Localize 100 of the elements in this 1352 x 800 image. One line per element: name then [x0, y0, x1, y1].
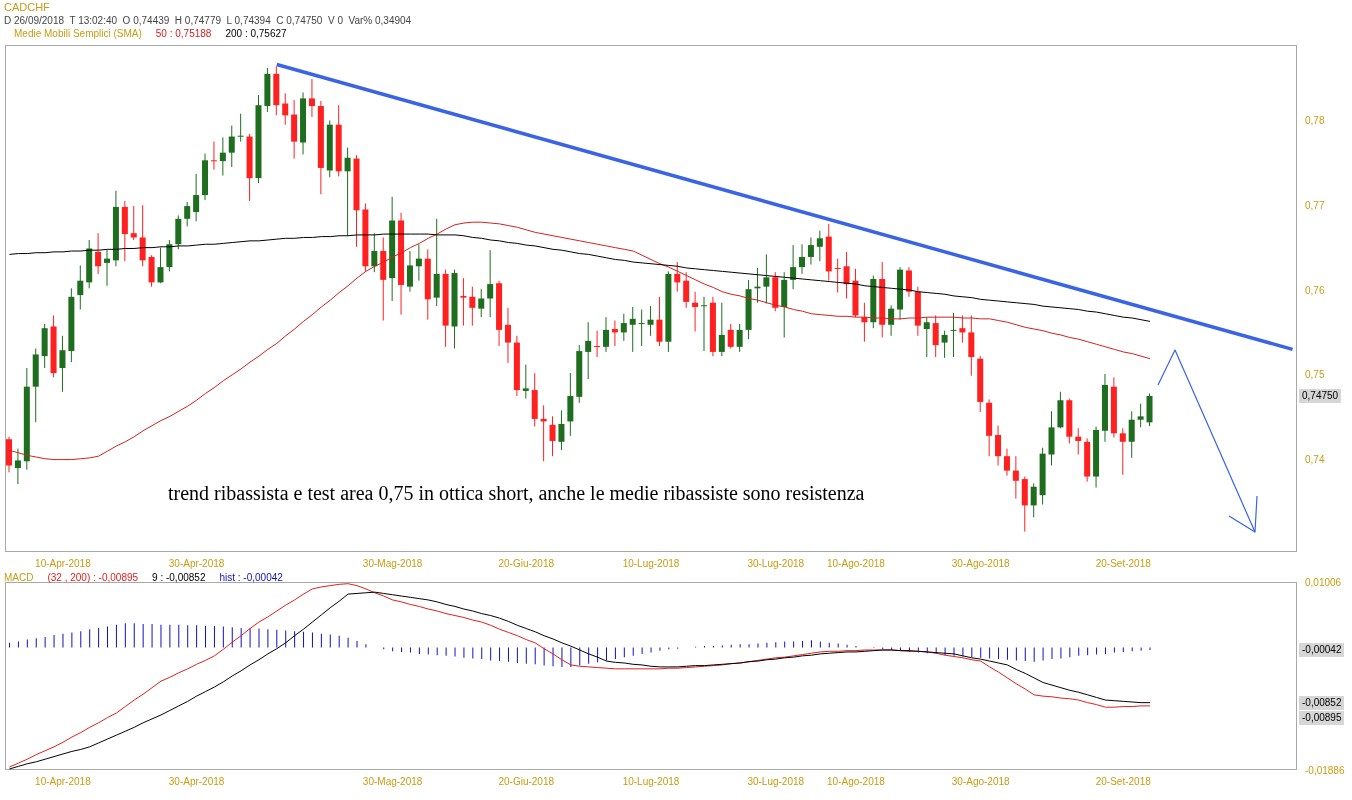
chart-title: MACD	[4, 571, 34, 584]
candlestick	[799, 243, 806, 275]
candlestick	[692, 291, 699, 333]
candlestick	[166, 239, 173, 272]
candlestick	[558, 409, 565, 451]
y-tick-label: -0,01886	[1305, 764, 1345, 776]
candlestick	[522, 364, 529, 400]
x-tick-label: 30-Ago-2018	[951, 776, 1011, 788]
x-tick-label: 30-Mag-2018	[362, 776, 423, 788]
x-tick-label: 20-Giu-2018	[498, 776, 555, 788]
x-tick-label: 20-Giu-2018	[498, 558, 555, 570]
candlestick	[469, 286, 476, 327]
candlestick	[139, 204, 146, 267]
candlestick	[210, 141, 217, 171]
x-tick-label: 30-Lug-2018	[747, 558, 805, 570]
candlestick	[923, 316, 930, 358]
candlestick	[228, 125, 235, 168]
candlestick	[433, 218, 440, 307]
candlestick	[77, 264, 84, 311]
text: -0,00895	[1299, 710, 1345, 725]
candlestick	[14, 448, 21, 485]
candlestick	[406, 250, 413, 293]
y-tick-label: 0,74	[1305, 454, 1325, 466]
text: 200 : 0,75627	[225, 27, 287, 40]
candlestick	[888, 304, 895, 337]
candlestick	[950, 312, 957, 358]
chart-title: CADCHF	[4, 1, 51, 14]
candlestick	[1003, 448, 1010, 477]
candlestick	[674, 261, 681, 293]
candlestick	[478, 288, 485, 318]
candlestick	[460, 277, 467, 327]
candlestick	[647, 305, 654, 337]
annotation: trend ribassista e test area 0,75 in ottica short, anche le medie ribassiste sono resistenza	[168, 482, 865, 505]
x-tick-label: 10-Apr-2018	[35, 558, 92, 570]
candlestick	[932, 314, 939, 358]
x-tick-label: 10-Ago-2018	[827, 776, 886, 788]
candlestick	[1075, 427, 1082, 455]
candlestick	[701, 296, 708, 352]
candlestick	[1128, 410, 1135, 459]
candlestick	[104, 248, 111, 287]
candlestick	[193, 173, 200, 222]
candlestick	[1030, 482, 1037, 518]
candlestick	[344, 147, 351, 237]
candlestick	[620, 313, 627, 342]
y-tick-label: 0,75	[1305, 369, 1325, 381]
candlestick	[95, 232, 102, 275]
x-tick-label: 30-Lug-2018	[747, 776, 805, 788]
candlestick	[219, 136, 226, 177]
candlestick	[594, 330, 601, 358]
x-tick-label: 30-Ago-2018	[951, 558, 1011, 570]
text: -0,00042	[1299, 642, 1345, 657]
candlestick	[237, 113, 244, 143]
candlestick	[1119, 427, 1126, 476]
candlestick	[736, 323, 743, 353]
text: (32 , 200) : -0,00895	[47, 571, 139, 584]
candlestick	[549, 415, 556, 457]
text: 9 : -0,00852	[152, 571, 206, 584]
candlestick	[130, 205, 137, 241]
y-tick-label: 0,01006	[1305, 576, 1342, 588]
candlestick	[683, 271, 690, 309]
candlestick	[602, 316, 609, 353]
x-tick-label: 10-Apr-2018	[35, 776, 92, 788]
candlestick	[504, 307, 511, 364]
text: 50 : 0,75188	[155, 27, 212, 40]
text: -0,00852	[1299, 695, 1345, 710]
candlestick	[1012, 455, 1019, 500]
candlestick	[282, 92, 289, 126]
candlestick	[807, 236, 814, 266]
candlestick	[308, 78, 315, 118]
candlestick	[487, 249, 494, 318]
candlestick	[941, 330, 948, 359]
x-tick-label: 20-Set-2018	[1095, 558, 1152, 570]
legend-title: Medie Mobili Semplici (SMA)	[14, 27, 142, 40]
candlestick	[843, 251, 850, 299]
x-tick-label: 10-Lug-2018	[622, 558, 680, 570]
candlestick	[763, 253, 770, 305]
candlestick	[1137, 403, 1144, 428]
candlestick	[157, 247, 164, 284]
y-tick-label: 0,76	[1305, 284, 1325, 296]
candlestick	[718, 302, 725, 357]
candlestick	[585, 321, 592, 380]
x-tick-label: 30-Apr-2018	[168, 558, 225, 570]
candlestick	[816, 230, 823, 262]
y-tick-label: 0,78	[1305, 115, 1325, 127]
x-tick-label: 20-Set-2018	[1095, 776, 1152, 788]
chart-subtitle: D 26/09/2018 T 13:02:40 O 0,74439 H 0,74779 L 0,74394 C 0,74750 V 0 Var% 0,34904	[4, 14, 412, 27]
candlestick	[656, 296, 663, 347]
candlestick	[371, 232, 378, 273]
candlestick	[629, 306, 636, 353]
text: hist : -0,00042	[219, 571, 283, 584]
candlestick	[611, 320, 618, 347]
candlestick	[959, 314, 966, 344]
candlestick	[638, 309, 645, 347]
annotation: 0,74750	[1299, 389, 1342, 403]
candlestick	[995, 425, 1002, 467]
candlestick	[834, 258, 841, 294]
candlestick	[727, 323, 734, 350]
candlestick	[59, 335, 66, 393]
y-tick-label: 0,77	[1305, 199, 1325, 211]
x-tick-label: 30-Apr-2018	[168, 776, 225, 788]
